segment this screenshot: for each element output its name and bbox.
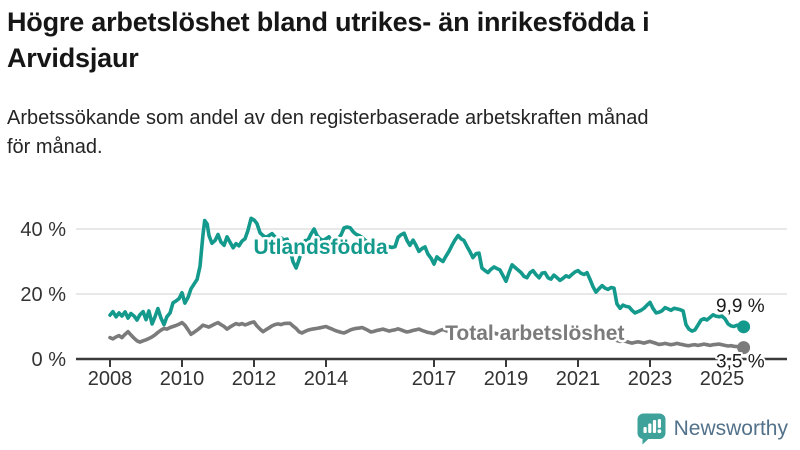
x-tick-label: 2025: [700, 368, 745, 390]
series-end-value-label: 9,9 %: [716, 296, 765, 317]
y-tick-label: 0 %: [32, 349, 67, 371]
series-line-total: [108, 320, 746, 350]
x-tick-label: 2023: [628, 368, 673, 390]
series-label: Total arbetslöshet: [445, 322, 624, 345]
series-end-value-label: 3,5 %: [716, 352, 765, 373]
series-line-utlandsfodda: [108, 216, 746, 333]
x-tick-label: 2008: [88, 368, 133, 390]
series-label: Utlandsfödda: [254, 236, 388, 259]
y-tick-label: 20 %: [20, 284, 66, 306]
x-tick-label: 2021: [556, 368, 601, 390]
series-end-dot: [737, 320, 751, 334]
page-title: Högre arbetslöshet bland utrikes- än inr…: [7, 7, 650, 73]
x-tick-label: 2017: [412, 368, 457, 390]
y-tick-label: 40 %: [20, 219, 66, 241]
x-tick-label: 2010: [160, 368, 205, 390]
newsworthy-chart-bubble-icon: [637, 413, 666, 445]
chart-subtitle: Arbetssökande som andel av den registerb…: [7, 107, 649, 158]
x-tick-label: 2019: [484, 368, 529, 390]
x-tick-label: 2014: [304, 368, 349, 390]
series-end-dot: [737, 341, 751, 355]
x-tick-label: 2012: [232, 368, 277, 390]
newsworthy-brand-name: Newsworthy: [673, 417, 788, 440]
newsworthy-logo: Newsworthy: [637, 413, 788, 445]
